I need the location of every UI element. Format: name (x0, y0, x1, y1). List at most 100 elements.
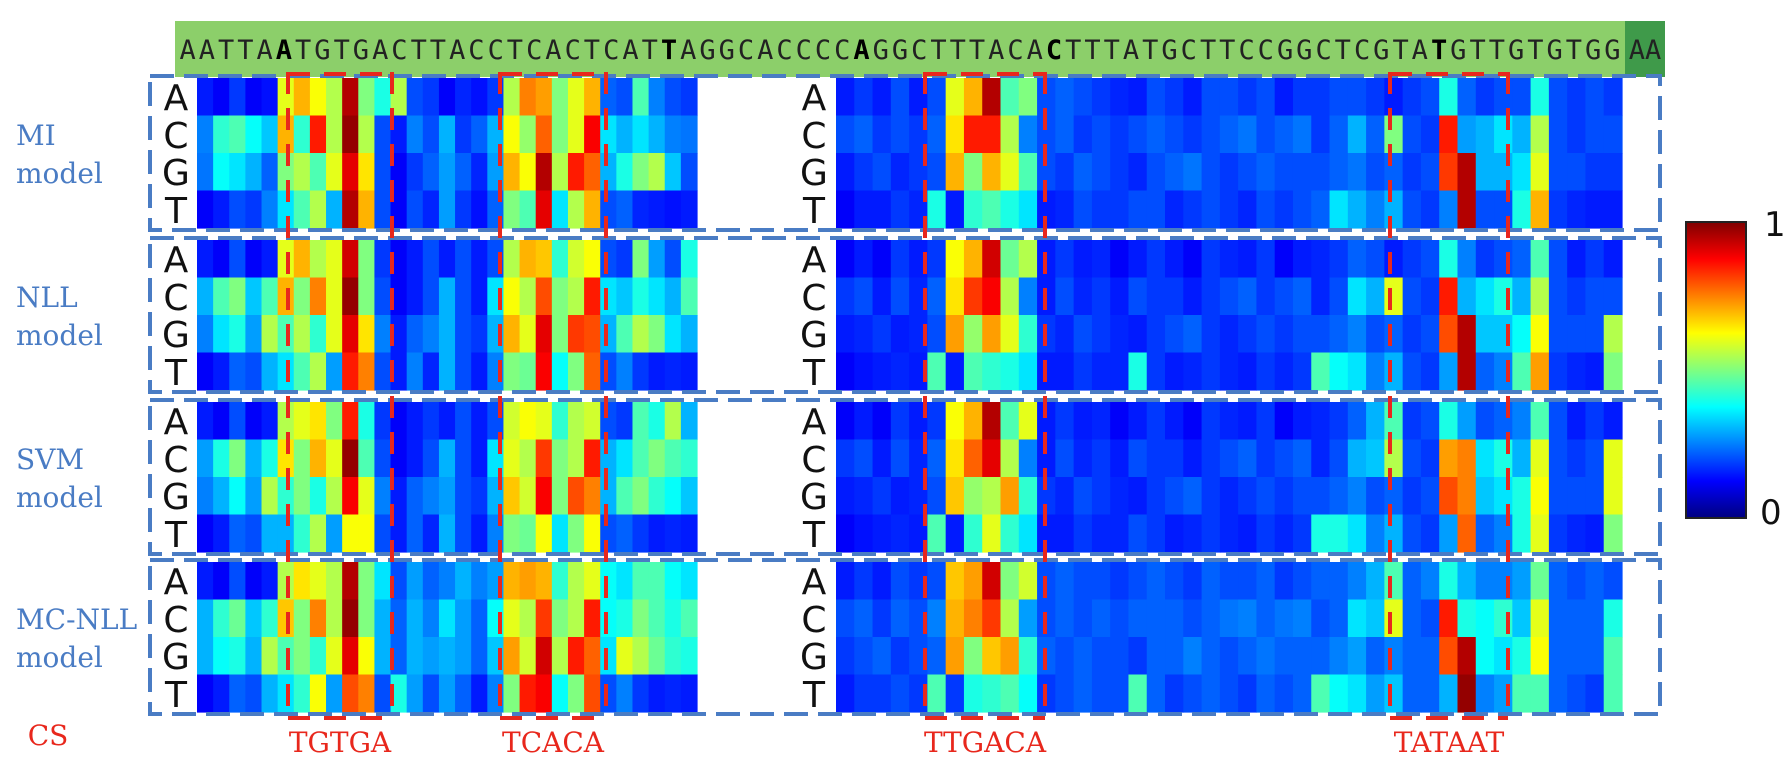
sequence-letter: G (1585, 35, 1601, 66)
motif-labels: TGTGA TCACA TTGACA TATAAT (289, 726, 1505, 759)
heatmap-cell (600, 477, 617, 516)
heatmap-cell (1329, 674, 1349, 713)
heatmap-cell (854, 115, 874, 154)
heatmap-cell (438, 240, 456, 279)
heatmap-cell (1146, 514, 1166, 553)
heatmap-cell (1384, 315, 1404, 354)
heatmap-cell (245, 599, 263, 638)
heatmap-cell (390, 402, 408, 441)
heatmap-cell (982, 514, 1002, 553)
heatmap-cell (535, 477, 553, 516)
heatmap-cell (406, 240, 424, 279)
heatmap-cell (1512, 674, 1532, 713)
heatmap-cell (945, 599, 965, 638)
heatmap-cell (503, 402, 521, 441)
heatmap-cell (229, 674, 246, 713)
heatmap-cell (648, 352, 666, 391)
heatmap-cell (1603, 674, 1623, 713)
heatmap-cell (1402, 439, 1422, 478)
sequence-letter: G (892, 35, 908, 66)
heatmap-cell (229, 115, 246, 154)
heatmap-cell (567, 599, 585, 638)
heatmap-cell (1000, 637, 1020, 676)
sequence-letter: G (314, 35, 330, 66)
heatmap-cell (1384, 115, 1404, 154)
heatmap-cell (890, 240, 910, 279)
sequence-tail-background (1625, 21, 1665, 77)
heatmap-cell (1110, 402, 1130, 441)
heatmap-cell (600, 637, 617, 676)
heatmap-cell (455, 115, 472, 154)
heatmap-cell (890, 277, 910, 316)
heatmap-cell (945, 78, 965, 117)
heatmap-cell (680, 599, 698, 638)
heatmap-cell (326, 637, 343, 676)
heatmap-cell (927, 599, 947, 638)
heatmap-cell (1567, 477, 1587, 516)
heatmap-cell (1201, 352, 1221, 391)
heatmap-cell (326, 477, 343, 516)
heatmap-cell (1439, 599, 1459, 638)
heatmap-cell (1110, 599, 1130, 638)
heatmap-cell (326, 599, 343, 638)
heatmap-cell (1165, 402, 1184, 441)
heatmap-cell (503, 352, 521, 391)
heatmap-cell (406, 637, 424, 676)
heatmap-cell (1402, 674, 1422, 713)
heatmap-cell (927, 315, 947, 354)
heatmap-cell (358, 674, 376, 713)
heatmap-cell (854, 562, 874, 601)
heatmap-cell (519, 439, 537, 478)
heatmap-cell (406, 599, 424, 638)
heatmap-cell (438, 439, 456, 478)
heatmap-cell (1384, 599, 1404, 638)
heatmap-cell (1073, 402, 1093, 441)
sequence-letter: T (642, 35, 658, 66)
heatmap-cell (1110, 477, 1130, 516)
heatmap-cell (1219, 315, 1239, 354)
heatmap-cell (567, 190, 585, 229)
heatmap-cell (1274, 439, 1294, 478)
heatmap-cell (927, 277, 947, 316)
sequence-letter: T (411, 35, 427, 66)
heatmap-cell (872, 562, 892, 601)
heatmap-cell (1366, 352, 1385, 391)
heatmap-cell (1183, 190, 1203, 229)
sequence-letter: T (1065, 35, 1081, 66)
heatmap-cell (1165, 240, 1184, 279)
heatmap-cell (1512, 277, 1532, 316)
heatmap-cell (519, 637, 537, 676)
heatmap-cell (197, 674, 214, 713)
heatmap-cell (1000, 514, 1020, 553)
heatmap-cell (309, 637, 327, 676)
heatmap-cell (1603, 562, 1623, 601)
heatmap-cell (1603, 352, 1623, 391)
heatmap-cell (1512, 315, 1532, 354)
heatmap-cell (854, 240, 874, 279)
heatmap-cell (1274, 240, 1294, 279)
model-label: model (16, 481, 103, 514)
heatmap-cell (1475, 514, 1495, 553)
sequence-letter: T (507, 35, 523, 66)
heatmap-cell (1110, 637, 1130, 676)
heatmap-cell (1311, 115, 1331, 154)
heatmap-cell (1256, 153, 1276, 192)
heatmap-cell (1329, 240, 1349, 279)
heatmap-cell (584, 439, 601, 478)
heatmap-cell (1091, 115, 1111, 154)
heatmap-cell (197, 562, 214, 601)
heatmap-cell (293, 402, 311, 441)
heatmap-cell (680, 78, 698, 117)
heatmap-cell (503, 277, 521, 316)
heatmap-cell (503, 153, 521, 192)
heatmap-cell (1073, 514, 1093, 553)
heatmap-cell (1494, 315, 1513, 354)
model-label: model (16, 319, 103, 352)
heatmap-cell (342, 637, 359, 676)
heatmap-cell (1037, 439, 1056, 478)
heatmap-cell (1183, 599, 1203, 638)
heatmap-cell (1073, 477, 1093, 516)
heatmap-cell (1018, 115, 1038, 154)
heatmap-cell (1366, 190, 1385, 229)
heatmap-cell (1475, 562, 1495, 601)
